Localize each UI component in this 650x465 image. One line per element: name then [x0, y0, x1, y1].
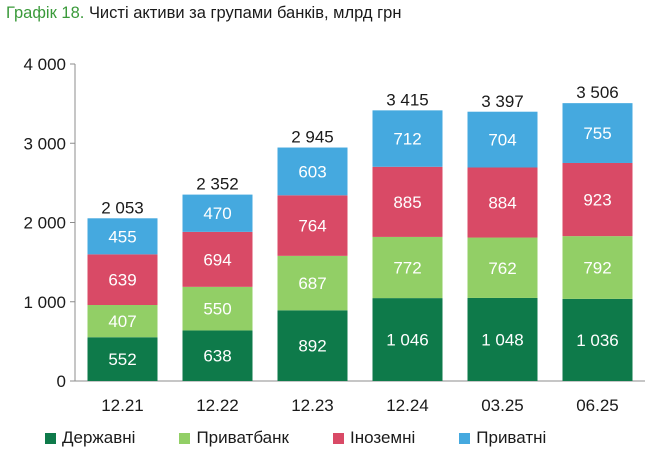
- legend-swatch: [332, 432, 344, 444]
- bar-segment: [372, 298, 443, 381]
- y-tick-label: 4 000: [23, 55, 66, 74]
- bar-segment: [182, 286, 253, 331]
- legend-item: Державні: [45, 428, 135, 448]
- legend-item: Приватні: [459, 428, 546, 448]
- bar-value-label: 885: [393, 193, 421, 212]
- bar-value-label: 923: [583, 191, 611, 210]
- bar-value-label: 764: [298, 217, 326, 236]
- bar-segment: [562, 162, 633, 237]
- bar-value-label: 638: [203, 347, 231, 366]
- bar-segment: [467, 297, 538, 381]
- bar-value-label: 687: [298, 274, 326, 293]
- bar-segment: [182, 194, 253, 232]
- bar-segment: [87, 337, 158, 381]
- bar-value-label: 1 048: [481, 330, 524, 349]
- bar-segment: [562, 103, 633, 163]
- chart-title-label: Графік 18.: [6, 4, 85, 22]
- bar-segment: [277, 310, 348, 381]
- bar-value-label: 884: [488, 194, 516, 213]
- legend-swatch: [45, 432, 56, 444]
- bar-segment: [562, 236, 633, 299]
- bar-value-label: 407: [108, 312, 136, 331]
- bar-value-label: 772: [393, 259, 421, 278]
- y-tick-label: 2 000: [23, 214, 66, 233]
- legend-item: Приватбанк: [179, 428, 289, 448]
- x-category-label: 06.25: [576, 396, 619, 415]
- legend-swatch: [459, 432, 471, 444]
- bar-total-label: 3 506: [576, 83, 619, 102]
- legend-label: Приватні: [476, 428, 547, 447]
- bar-value-label: 792: [583, 259, 611, 278]
- stacked-bar-chart: 0 1 000 2 000 3 000 4 000 552 407 639 455 2 053 12…: [23, 55, 645, 415]
- chart-title-text: Чисті активи за групами банків, млрд грн: [88, 4, 402, 22]
- legend-label: Іноземні: [349, 428, 416, 447]
- bar-value-label: 1 046: [386, 331, 429, 350]
- bar-segment: [182, 330, 253, 381]
- x-category-label: 12.21: [101, 396, 144, 415]
- bar-value-label: 1 036: [576, 331, 619, 350]
- chart-legend: Державні Приватбанк Іноземні Приватні: [45, 428, 546, 448]
- bar-value-label: 712: [393, 130, 421, 149]
- bar-segment: [87, 218, 158, 255]
- bar-segment: [562, 298, 633, 381]
- legend-label: Приватбанк: [196, 428, 289, 447]
- bar-segment: [87, 254, 158, 305]
- bar-segment: [277, 255, 348, 311]
- x-category-label: 12.22: [196, 396, 239, 415]
- x-category-label: 12.24: [386, 396, 429, 415]
- bar-segment: [277, 195, 348, 256]
- bar-segment: [467, 111, 538, 168]
- bar-value-label: 755: [583, 124, 611, 143]
- bar-total-label: 2 352: [196, 175, 239, 194]
- legend-label: Державні: [62, 428, 136, 447]
- bar-value-label: 704: [488, 131, 516, 150]
- bar-total-label: 3 397: [481, 92, 524, 111]
- legend-item: Іноземні: [332, 428, 416, 448]
- bar-segment: [277, 147, 348, 196]
- y-tick-label: 1 000: [23, 293, 66, 312]
- bar-value-label: 455: [108, 227, 136, 246]
- bar-segment: [467, 167, 538, 238]
- bar-total-label: 2 945: [291, 128, 334, 147]
- bar-segment: [182, 231, 253, 287]
- y-tick-label: 0: [57, 372, 66, 391]
- bar-value-label: 892: [298, 337, 326, 356]
- y-tick-label: 3 000: [23, 134, 66, 153]
- x-category-label: 12.23: [291, 396, 334, 415]
- bar-value-label: 639: [108, 271, 136, 290]
- bar-value-label: 552: [108, 350, 136, 369]
- bar-segment: [372, 110, 443, 167]
- bar-value-label: 550: [203, 300, 231, 319]
- bar-segment: [467, 237, 538, 298]
- bar-segment: [87, 304, 158, 338]
- bar-value-label: 603: [298, 162, 326, 181]
- bar-value-label: 470: [203, 204, 231, 223]
- chart-title: Графік 18. Чисті активи за групами банкі…: [6, 4, 401, 23]
- legend-swatch: [179, 432, 191, 444]
- bar-value-label: 762: [488, 259, 516, 278]
- bar-value-label: 694: [203, 250, 231, 269]
- bar-total-label: 3 415: [386, 90, 429, 109]
- bar-segment: [372, 166, 443, 237]
- x-category-label: 03.25: [481, 396, 524, 415]
- bar-segment: [372, 236, 443, 299]
- bar-total-label: 2 053: [101, 198, 144, 217]
